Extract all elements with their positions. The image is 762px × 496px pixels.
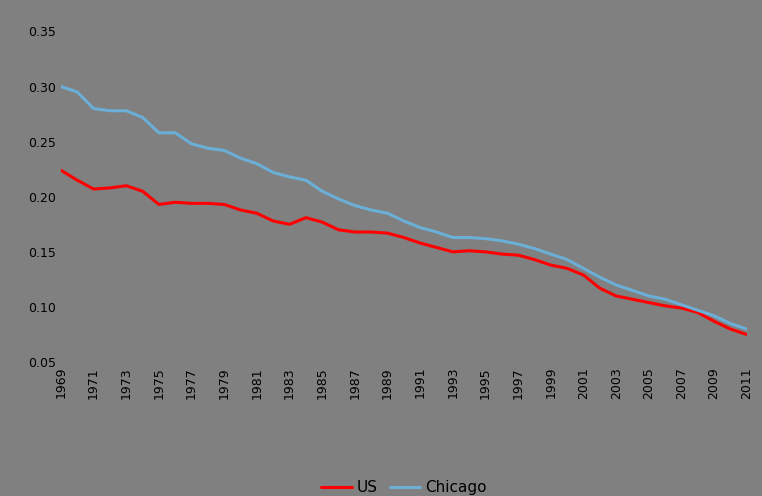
US bbox=[498, 251, 507, 257]
US bbox=[709, 318, 719, 324]
Chicago bbox=[661, 296, 670, 302]
Chicago bbox=[252, 161, 261, 167]
Chicago bbox=[334, 196, 343, 202]
Chicago bbox=[677, 302, 686, 308]
US bbox=[301, 215, 310, 221]
Chicago bbox=[72, 89, 82, 95]
Chicago bbox=[465, 235, 474, 241]
Chicago bbox=[612, 282, 621, 288]
Chicago bbox=[514, 241, 523, 247]
Chicago bbox=[742, 326, 751, 332]
Chicago bbox=[481, 236, 490, 242]
US bbox=[595, 285, 604, 291]
US bbox=[236, 207, 245, 213]
Chicago bbox=[383, 210, 392, 216]
US bbox=[465, 248, 474, 254]
Chicago bbox=[171, 130, 180, 136]
US bbox=[432, 245, 441, 250]
US bbox=[285, 221, 294, 227]
Chicago bbox=[187, 141, 196, 147]
Line: Chicago: Chicago bbox=[61, 86, 747, 329]
Chicago bbox=[415, 225, 424, 231]
Chicago bbox=[726, 320, 735, 326]
US bbox=[269, 218, 278, 224]
US bbox=[726, 326, 735, 332]
US bbox=[562, 265, 572, 271]
Chicago bbox=[709, 313, 719, 319]
US bbox=[351, 229, 360, 235]
US bbox=[661, 303, 670, 309]
Chicago bbox=[155, 130, 164, 136]
Chicago bbox=[285, 174, 294, 180]
Chicago bbox=[236, 155, 245, 161]
US bbox=[318, 219, 327, 225]
US bbox=[742, 331, 751, 337]
Chicago bbox=[693, 308, 703, 313]
Chicago bbox=[367, 207, 376, 213]
US bbox=[187, 200, 196, 206]
Chicago bbox=[432, 229, 441, 235]
US bbox=[644, 300, 653, 306]
Chicago bbox=[56, 83, 66, 89]
Chicago bbox=[122, 108, 131, 114]
US bbox=[155, 201, 164, 207]
US bbox=[415, 240, 424, 246]
Legend: US, Chicago: US, Chicago bbox=[315, 474, 492, 496]
US bbox=[252, 210, 261, 216]
US bbox=[219, 201, 229, 207]
Chicago bbox=[644, 293, 653, 299]
US bbox=[334, 227, 343, 233]
Chicago bbox=[562, 256, 572, 262]
US bbox=[612, 293, 621, 299]
US bbox=[628, 296, 637, 302]
US bbox=[56, 167, 66, 173]
US bbox=[514, 252, 523, 258]
Chicago bbox=[105, 108, 114, 114]
US bbox=[171, 199, 180, 205]
Chicago bbox=[318, 188, 327, 194]
Chicago bbox=[595, 274, 604, 280]
Chicago bbox=[498, 238, 507, 244]
Chicago bbox=[89, 106, 98, 112]
US bbox=[399, 235, 408, 241]
US bbox=[72, 177, 82, 183]
US bbox=[530, 256, 539, 262]
US bbox=[138, 188, 147, 194]
Chicago bbox=[351, 202, 360, 208]
Chicago bbox=[530, 246, 539, 251]
Chicago bbox=[448, 235, 457, 241]
Chicago bbox=[546, 251, 555, 257]
Chicago bbox=[399, 218, 408, 224]
US bbox=[677, 305, 686, 311]
US bbox=[122, 183, 131, 188]
US bbox=[203, 200, 213, 206]
Line: US: US bbox=[61, 170, 747, 334]
Chicago bbox=[269, 170, 278, 176]
US bbox=[105, 185, 114, 191]
Chicago bbox=[579, 265, 588, 271]
US bbox=[481, 249, 490, 255]
Chicago bbox=[219, 147, 229, 153]
US bbox=[693, 310, 703, 315]
US bbox=[367, 229, 376, 235]
US bbox=[546, 262, 555, 268]
US bbox=[383, 230, 392, 236]
US bbox=[579, 272, 588, 278]
US bbox=[89, 186, 98, 192]
Chicago bbox=[203, 145, 213, 151]
Chicago bbox=[301, 177, 310, 183]
Chicago bbox=[138, 115, 147, 121]
US bbox=[448, 249, 457, 255]
Chicago bbox=[628, 288, 637, 294]
